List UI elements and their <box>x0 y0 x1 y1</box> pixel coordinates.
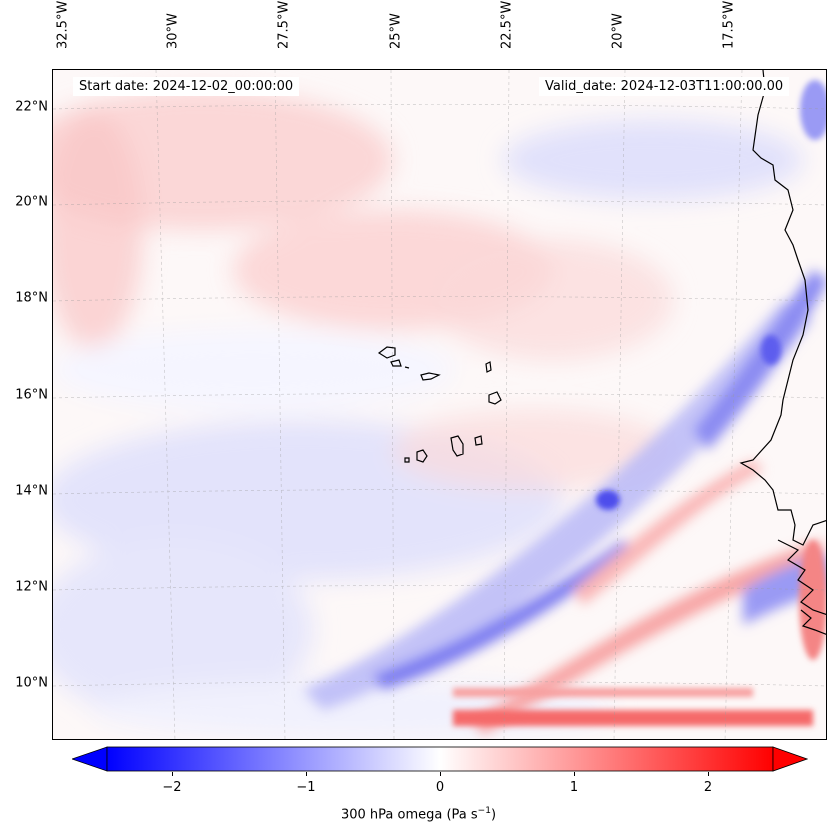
lat-label: 22°N <box>15 99 48 115</box>
colorbar-ramp <box>106 746 774 772</box>
cape-verde-island <box>488 391 502 405</box>
gridline <box>613 70 626 739</box>
gridline <box>155 70 176 739</box>
colorbar-tickmark <box>574 772 575 776</box>
colorbar-tickmark <box>306 772 307 776</box>
cape-verde-island <box>450 435 464 457</box>
gridline <box>503 70 510 739</box>
field-patch <box>433 240 673 360</box>
colorbar-min-extend <box>70 746 108 772</box>
field-patch <box>393 410 673 490</box>
gridline <box>390 70 395 739</box>
colorbar-tick-label: −2 <box>162 780 182 795</box>
lat-label: 18°N <box>15 290 48 306</box>
band-red <box>453 688 753 697</box>
gridline <box>53 393 826 399</box>
gridline <box>724 70 743 739</box>
cape-verde-island <box>416 449 428 463</box>
colorbar-tick-label: 2 <box>703 780 713 795</box>
colorbar <box>70 746 809 772</box>
lat-label: 14°N <box>15 483 48 499</box>
field-patch <box>53 330 453 410</box>
lon-label: 20°W <box>610 13 626 49</box>
lat-label: 12°N <box>15 579 48 595</box>
lat-label: 20°N <box>15 194 48 210</box>
cape-verde-island <box>377 346 396 359</box>
cape-verde-island <box>404 366 410 369</box>
cape-verde-island <box>404 457 410 463</box>
omega-field <box>53 70 826 739</box>
colorbar-label: 300 hPa omega (Pa s−1) <box>340 806 497 823</box>
lon-label: 25°W <box>388 13 404 49</box>
band-blue <box>373 540 633 690</box>
start-date-label: Start date: 2024-12-02_00:00:00 <box>73 77 300 96</box>
cape-verde-island <box>420 372 441 381</box>
colorbar-tickmark <box>708 772 709 776</box>
gridline <box>53 296 826 302</box>
colorbar-tick-label: 0 <box>435 780 445 795</box>
colorbar-max-extend <box>772 746 809 772</box>
coastline-west-africa <box>777 539 826 615</box>
field-patch <box>799 540 826 660</box>
coastline-west-africa <box>800 609 826 635</box>
cape-verde-island <box>485 361 492 373</box>
gridline <box>53 200 826 206</box>
cape-verde-island <box>474 435 483 446</box>
field-patch <box>596 490 620 510</box>
gridline <box>53 104 826 110</box>
gridline <box>53 681 826 687</box>
colorbar-tickmark <box>440 772 441 776</box>
band-red <box>453 710 813 726</box>
field-patch <box>761 335 781 365</box>
band-red <box>573 460 763 605</box>
field-patch <box>800 80 826 140</box>
band-red <box>473 540 823 735</box>
colorbar-tickmark <box>172 772 173 776</box>
lon-label: 22.5°W <box>499 0 515 49</box>
lat-label: 10°N <box>15 675 48 691</box>
valid-date-label: Valid_date: 2024-12-03T11:00:00.00 <box>539 77 790 96</box>
lon-label: 27.5°W <box>276 0 292 49</box>
field-patch <box>503 120 803 200</box>
field-patch <box>53 110 143 350</box>
cape-verde-island <box>390 359 402 367</box>
gridline <box>274 70 286 739</box>
coastline-west-africa <box>739 70 826 546</box>
lat-label: 16°N <box>15 387 48 403</box>
field-patch <box>53 540 313 720</box>
band-blue <box>693 270 826 450</box>
lon-label: 17.5°W <box>721 0 737 49</box>
gridline <box>53 489 826 495</box>
gridline <box>53 585 826 591</box>
lon-label: 30°W <box>165 13 181 49</box>
omega-map <box>52 69 827 740</box>
lon-label: 32.5°W <box>55 0 71 49</box>
colorbar-tick-label: −1 <box>296 780 316 795</box>
colorbar-tick-label: 1 <box>569 780 579 795</box>
